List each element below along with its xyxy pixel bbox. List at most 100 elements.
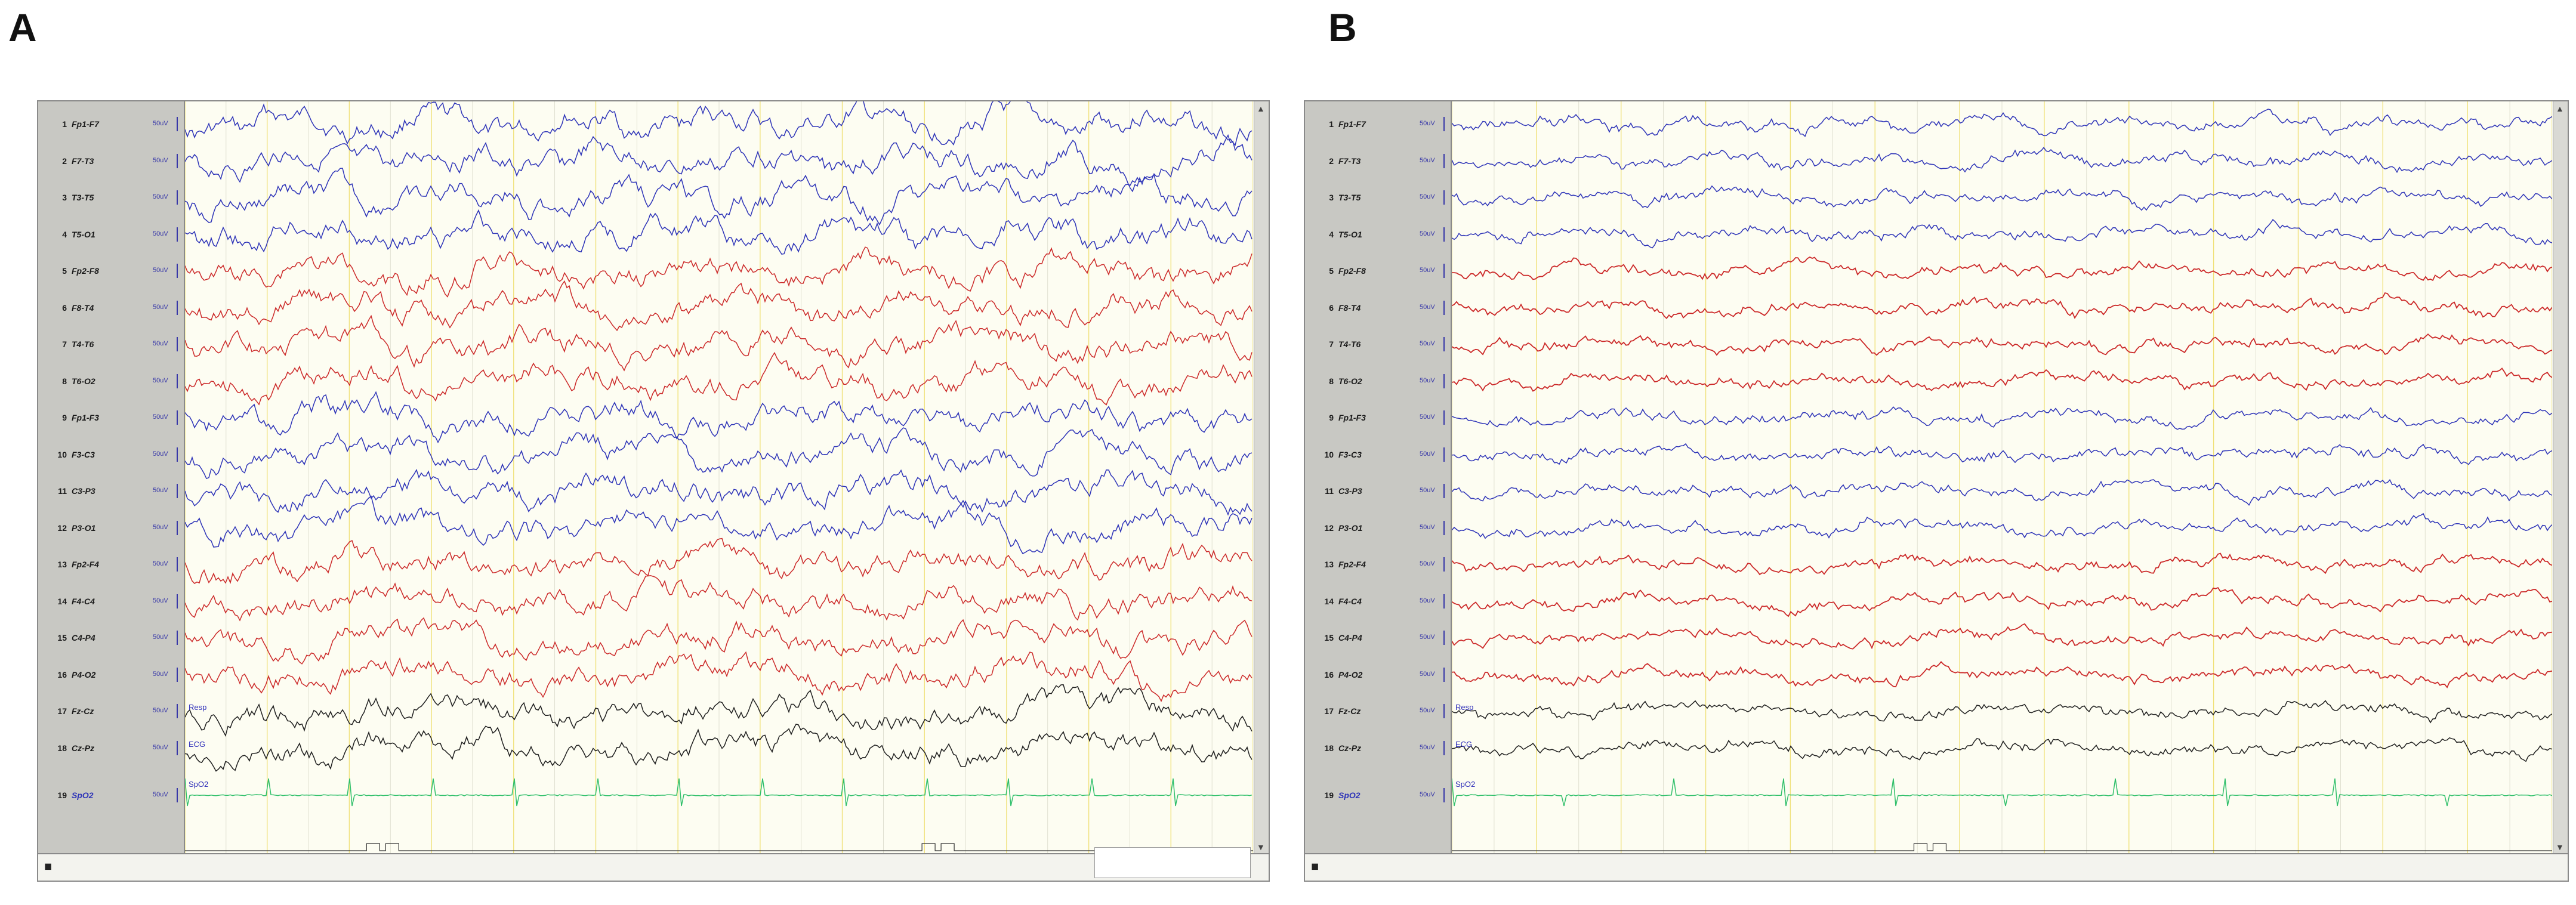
- bottom-toolbar: ◼: [1305, 853, 2568, 881]
- eeg-trace-area[interactable]: [1452, 101, 2552, 854]
- channel-label: 14 F4-C4: [47, 597, 94, 606]
- calibration-mark: [1443, 740, 1449, 755]
- channel-number: 19: [57, 790, 67, 800]
- channel-label: 15 C4-P4: [1313, 633, 1362, 643]
- arrow-up-icon[interactable]: ▲: [1257, 104, 1265, 113]
- arrow-down-icon[interactable]: ▼: [2556, 842, 2564, 852]
- calibration-mark: [177, 117, 183, 131]
- calibration-mark: [177, 740, 183, 755]
- channel-trace: [1452, 333, 2552, 356]
- channel-trace: [1452, 185, 2552, 211]
- sensitivity-label: 50uV: [1420, 634, 1435, 641]
- calibration-mark: [177, 410, 183, 425]
- vertical-scrollbar[interactable]: ▲ ▼: [2553, 101, 2568, 854]
- channel-name: Fp1-F3: [72, 413, 99, 422]
- channel-trace: [185, 684, 1252, 737]
- eeg-trace-area[interactable]: [185, 101, 1253, 854]
- eeg-panel-a: 1 Fp1-F7 50uV 2 F7-T3 50uV 3 T3-T5 50uV 4 T5-O1 50u…: [37, 100, 1270, 882]
- sensitivity-label: 50uV: [153, 487, 168, 494]
- channel-label: 5 Fp2-F8: [47, 266, 99, 276]
- calibration-mark: [177, 373, 183, 388]
- channel-trace: [1452, 623, 2552, 650]
- inline-label-spo2: SpO2: [189, 780, 209, 789]
- inline-label-ecg: ECG: [1455, 739, 1473, 749]
- channel-label: 19 SpO2: [47, 790, 94, 800]
- arrow-up-icon[interactable]: ▲: [2556, 104, 2564, 113]
- sensitivity-label: 50uV: [153, 560, 168, 567]
- sensitivity-label: 50uV: [153, 303, 168, 311]
- sensitivity-label: 50uV: [1420, 560, 1435, 567]
- sensitivity-label: 50uV: [1420, 193, 1435, 200]
- channel-name: C3-P3: [1338, 486, 1362, 496]
- sensitivity-label: 50uV: [1420, 303, 1435, 311]
- calibration-mark: [177, 447, 183, 462]
- calibration-mark: [177, 300, 183, 315]
- channel-name: Fp2-F8: [1338, 266, 1366, 276]
- channel-label-column: 1 Fp1-F7 50uV 2 F7-T3 50uV 3 T3-T5 50uV 4 T5-O1 50u…: [38, 101, 185, 881]
- channel-number: 6: [62, 302, 67, 313]
- calibration-mark: [1443, 227, 1449, 242]
- channel-trace: [185, 134, 1252, 193]
- channel-name: Fp1-F7: [1338, 119, 1366, 129]
- channel-name: F3-C3: [72, 449, 95, 459]
- calibration-mark: [1443, 447, 1449, 462]
- channel-label: 7 T4-T6: [1313, 339, 1361, 349]
- channel-name: P4-O2: [1338, 669, 1363, 679]
- eeg-window-a: 1 Fp1-F7 50uV 2 F7-T3 50uV 3 T3-T5 50uV 4 T5-O1 50u…: [37, 100, 1270, 882]
- channel-name: F8-T4: [1338, 302, 1361, 313]
- channel-trace: [185, 468, 1252, 516]
- channel-trace: [1452, 367, 2552, 392]
- menu-icon[interactable]: ◼: [44, 861, 53, 872]
- channel-number: 4: [1329, 229, 1334, 239]
- channel-trace: [1452, 443, 2552, 465]
- channel-label: 16 P4-O2: [47, 670, 95, 679]
- channel-number: 19: [1324, 790, 1334, 800]
- channel-number: 18: [57, 743, 67, 753]
- channel-name: P3-O1: [72, 523, 96, 533]
- channel-number: 3: [1329, 193, 1334, 202]
- channel-name: SpO2: [72, 790, 94, 800]
- sensitivity-label: 50uV: [1420, 743, 1435, 751]
- channel-label: 10 F3-C3: [1313, 449, 1361, 459]
- channel-name: T4-T6: [1338, 339, 1361, 349]
- channel-trace: [185, 778, 1252, 807]
- channel-trace: [185, 246, 1252, 298]
- sensitivity-label: 50uV: [153, 743, 168, 751]
- channel-label: 8 T6-O2: [47, 376, 95, 386]
- channel-trace: [185, 495, 1252, 554]
- channel-trace: [1452, 661, 2552, 688]
- channel-number: 17: [1324, 706, 1334, 716]
- channel-label: 19 SpO2: [1313, 790, 1360, 800]
- channel-number: 8: [62, 376, 67, 386]
- channel-name: Fp2-F8: [72, 266, 99, 276]
- sensitivity-label: 50uV: [153, 413, 168, 421]
- channel-trace: [185, 617, 1252, 665]
- channel-trace: [1452, 552, 2552, 576]
- channel-trace: [1452, 406, 2552, 430]
- channel-name: Cz-Pz: [1338, 743, 1362, 753]
- vertical-scrollbar[interactable]: ▲ ▼: [1254, 101, 1269, 854]
- arrow-down-icon[interactable]: ▼: [1257, 842, 1265, 852]
- channel-name: Fp1-F7: [72, 119, 99, 129]
- channel-number: 10: [1324, 449, 1334, 459]
- event-marker-line: [1452, 843, 2552, 851]
- channel-label: 3 T3-T5: [1313, 193, 1361, 202]
- channel-number: 11: [1325, 486, 1334, 496]
- sensitivity-label: 50uV: [1420, 156, 1435, 164]
- channel-label: 3 T3-T5: [47, 193, 94, 202]
- calibration-mark: [1443, 667, 1449, 682]
- channel-label: 2 F7-T3: [1313, 156, 1361, 166]
- sensitivity-label: 50uV: [153, 707, 168, 714]
- calibration-mark: [1443, 631, 1449, 645]
- channel-name: C4-P4: [1338, 633, 1362, 643]
- channel-number: 1: [62, 119, 67, 129]
- channel-trace: [1452, 109, 2552, 137]
- channel-trace: [1452, 292, 2552, 319]
- channel-label: 9 Fp1-F3: [1313, 413, 1366, 422]
- calibration-mark: [177, 484, 183, 498]
- channel-name: F7-T3: [1338, 156, 1361, 166]
- menu-icon[interactable]: ◼: [1311, 861, 1319, 872]
- inline-label-spo2: SpO2: [1455, 780, 1476, 789]
- channel-trace: [185, 280, 1252, 332]
- channel-name: Fp1-F3: [1338, 413, 1366, 422]
